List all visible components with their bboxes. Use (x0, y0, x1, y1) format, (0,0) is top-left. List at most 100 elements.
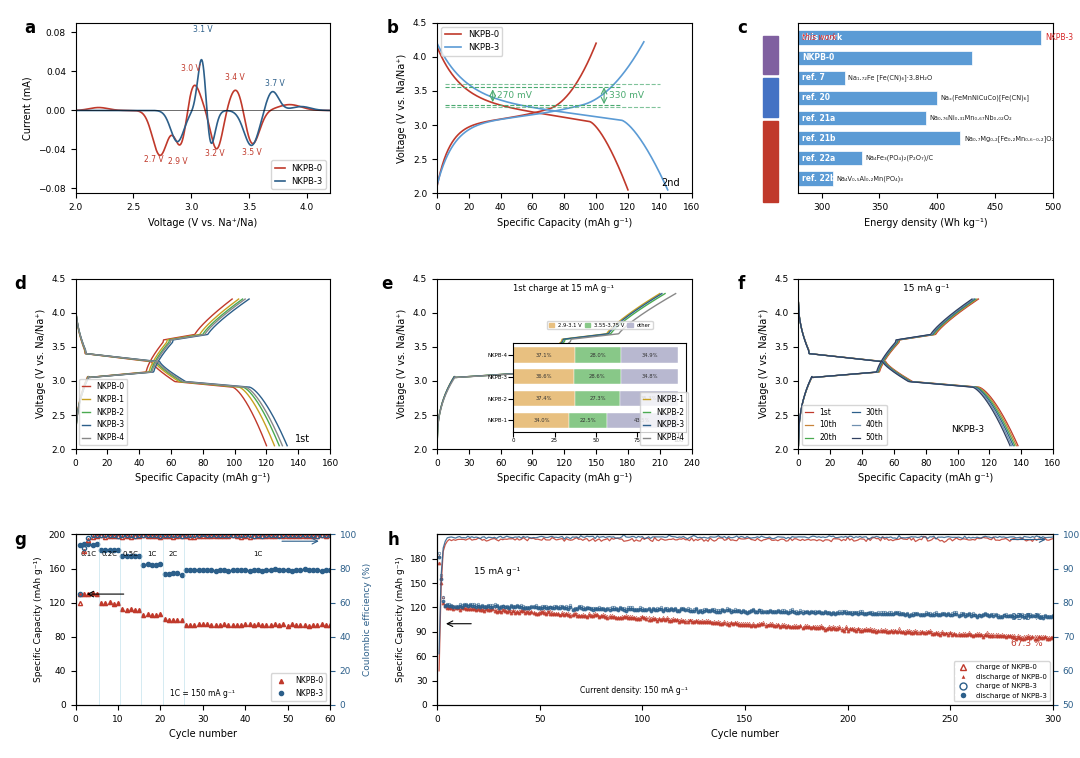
NKPB-0 (188, 81, 201, 90)
NKPB-3 (179, 120, 192, 129)
Text: Na₀.₇₆Ni₀.₃₁Mn₀.₆₇Nb₀.₀₂O₂: Na₀.₇₆Ni₀.₃₁Mn₀.₆₇Nb₀.₀₂O₂ (929, 115, 1012, 121)
Bar (798, 151, 862, 165)
Text: 15 mA g⁻¹: 15 mA g⁻¹ (903, 283, 949, 293)
Bar (798, 111, 926, 125)
Text: 1C = 150 mA g⁻¹: 1C = 150 mA g⁻¹ (171, 689, 235, 698)
NKPB-2 (168, 334, 181, 343)
10th (971, 294, 984, 303)
NKPB-0 (431, 42, 444, 52)
NKPB-4 (173, 334, 186, 343)
X-axis label: Voltage (V vs. Na⁺/Na): Voltage (V vs. Na⁺/Na) (148, 218, 257, 227)
Text: f: f (738, 275, 744, 293)
NKPB-3 (324, 106, 337, 115)
Line: NKPB-3: NKPB-3 (76, 60, 330, 146)
NKPB-3 (431, 39, 444, 48)
30th (896, 334, 909, 343)
NKPB-3 (576, 110, 589, 119)
X-axis label: Specific Capacity (mAh g⁻¹): Specific Capacity (mAh g⁻¹) (135, 474, 270, 484)
Text: 0.2C: 0.2C (102, 551, 118, 556)
Text: Na₀.₇Mg₀.₂[Fe₀.₂Mn₀.₆₋₀.₂]O₂: Na₀.₇Mg₀.₂[Fe₀.₂Mn₀.₆₋₀.₂]O₂ (964, 135, 1054, 142)
NKPB-4 (632, 312, 645, 321)
NKPB-1 (165, 334, 178, 343)
Text: 1C: 1C (254, 551, 262, 556)
NKPB-3 (175, 570, 188, 579)
NKPB-0 (162, 334, 175, 343)
NKPB-1 (70, 421, 83, 431)
NKPB-3 (154, 108, 167, 117)
40th (792, 441, 805, 450)
NKPB-2 (210, 315, 222, 324)
Line: NKPB-2: NKPB-2 (76, 299, 243, 446)
NKPB-0 (208, 143, 221, 152)
Legend: 1st, 10th, 20th, 30th, 40th, 50th: 1st, 10th, 20th, 30th, 40th, 50th (802, 405, 887, 445)
Text: h: h (388, 531, 400, 549)
10th (793, 421, 806, 431)
Text: NKPB-3: NKPB-3 (951, 425, 984, 434)
20th (970, 294, 983, 303)
1st (899, 334, 912, 343)
NKPB-2 (659, 289, 672, 298)
Text: ref. 7: ref. 7 (802, 74, 825, 83)
NKPB-0 (179, 116, 192, 125)
X-axis label: Specific Capacity (mAh g⁻¹): Specific Capacity (mAh g⁻¹) (859, 474, 994, 484)
NKPB-0 (492, 100, 505, 109)
NKPB-1 (563, 334, 576, 343)
NKPB-3 (120, 552, 133, 561)
NKPB-0 (211, 306, 224, 315)
40th (940, 315, 953, 324)
X-axis label: Specific Capacity (mAh g⁻¹): Specific Capacity (mAh g⁻¹) (497, 218, 632, 227)
Y-axis label: Specific Capacity (mAh g⁻¹): Specific Capacity (mAh g⁻¹) (35, 557, 43, 682)
20th (793, 421, 806, 431)
Text: ref. 22b: ref. 22b (802, 174, 836, 183)
NKPB-3 (598, 113, 611, 122)
Text: e: e (381, 275, 392, 293)
NKPB-3 (568, 334, 581, 343)
Text: g: g (14, 531, 26, 549)
1st (793, 421, 806, 431)
30th (968, 294, 981, 303)
1st (902, 334, 915, 343)
10th (792, 441, 805, 450)
NKPB-3 (245, 141, 258, 150)
NKPB-3 (103, 106, 116, 115)
Line: 50th: 50th (798, 299, 972, 446)
Text: 3.7 V: 3.7 V (265, 79, 284, 88)
10th (897, 334, 910, 343)
NKPB-0 (234, 621, 247, 630)
NKPB-2 (637, 302, 650, 312)
Y-axis label: Voltage (V vs. Na/Na⁺): Voltage (V vs. Na/Na⁺) (397, 309, 407, 418)
Text: a: a (25, 19, 36, 37)
NKPB-0 (454, 79, 467, 88)
Text: ref. 21a: ref. 21a (802, 114, 835, 123)
X-axis label: Cycle number: Cycle number (168, 729, 237, 739)
1st (792, 441, 805, 450)
NKPB-0 (150, 610, 163, 619)
NKPB-4 (572, 334, 585, 343)
NKPB-0 (120, 605, 133, 614)
NKPB-4 (222, 306, 235, 315)
20th (897, 334, 910, 343)
NKPB-2 (237, 294, 249, 303)
Text: 1st: 1st (295, 434, 310, 444)
50th (793, 421, 806, 431)
Text: 2.7 V: 2.7 V (145, 155, 164, 164)
NKPB-3 (173, 334, 186, 343)
NKPB-3 (162, 569, 175, 578)
40th (896, 334, 909, 343)
NKPB-3 (565, 334, 578, 343)
NKPB-4 (70, 421, 83, 431)
NKPB-0 (281, 622, 294, 631)
NKPB-2 (566, 334, 579, 343)
NKPB-3 (431, 421, 444, 431)
Legend: NKPB-0, NKPB-1, NKPB-2, NKPB-3, NKPB-4: NKPB-0, NKPB-1, NKPB-2, NKPB-3, NKPB-4 (80, 379, 127, 445)
X-axis label: Energy density (Wh kg⁻¹): Energy density (Wh kg⁻¹) (864, 218, 987, 227)
Legend: NKPB-1, NKPB-2, NKPB-3, NKPB-4: NKPB-1, NKPB-2, NKPB-3, NKPB-4 (639, 392, 688, 445)
NKPB-3 (112, 106, 125, 115)
1st (900, 334, 913, 343)
NKPB-3 (175, 334, 188, 343)
NKPB-2 (172, 334, 185, 343)
NKPB-4 (69, 441, 82, 450)
NKPB-2 (70, 421, 83, 431)
NKPB-3 (620, 312, 633, 321)
10th (943, 315, 956, 324)
